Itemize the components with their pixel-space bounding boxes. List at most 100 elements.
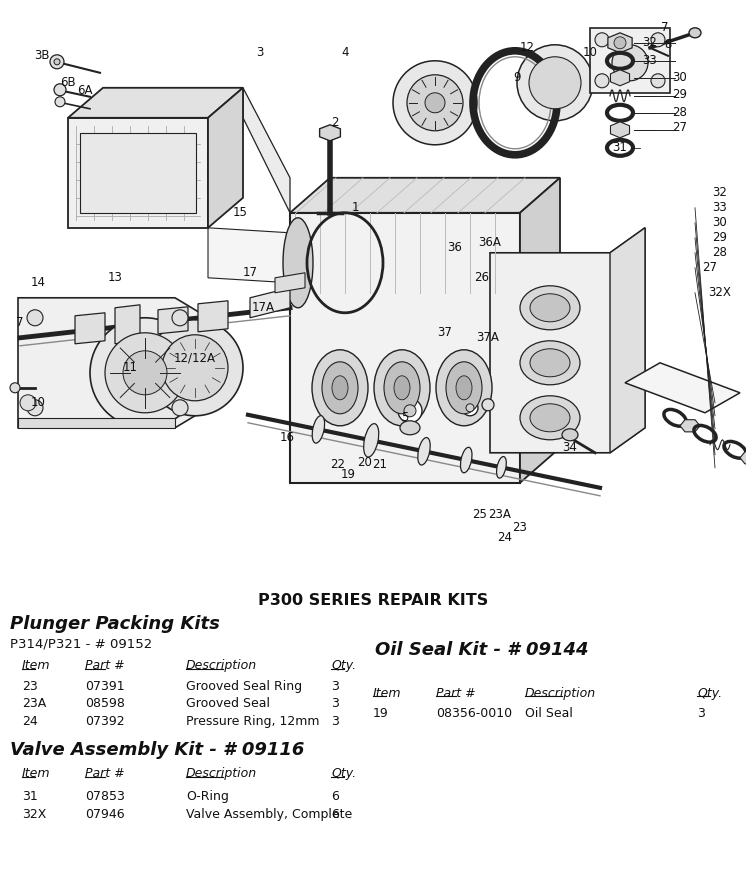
Text: 3B: 3B [34,49,50,62]
Text: 32X: 32X [22,808,46,821]
Text: 10: 10 [583,46,598,59]
Circle shape [20,395,36,411]
Circle shape [462,399,478,416]
Circle shape [162,335,228,401]
Text: 29: 29 [672,88,688,101]
Text: Pressure Ring, 12mm: Pressure Ring, 12mm [186,715,319,728]
Text: 23A: 23A [489,509,512,521]
Text: 24: 24 [498,531,513,545]
Text: 10: 10 [31,396,46,409]
Text: Oil Seal Kit - # 09144: Oil Seal Kit - # 09144 [375,642,589,659]
Text: 20: 20 [357,456,372,469]
Ellipse shape [460,447,472,473]
Ellipse shape [312,350,368,426]
Polygon shape [208,228,290,283]
Text: 31: 31 [612,142,627,155]
Circle shape [651,33,665,47]
Circle shape [612,45,648,80]
Text: 27: 27 [703,261,718,274]
Text: 6: 6 [331,790,339,803]
Polygon shape [290,212,520,482]
Text: 23: 23 [513,521,527,534]
Ellipse shape [689,28,701,38]
Circle shape [529,57,581,108]
Text: Part #: Part # [436,686,476,699]
Circle shape [517,45,593,121]
Text: 17: 17 [242,267,257,280]
Circle shape [172,309,188,326]
Text: Item: Item [22,767,51,780]
Text: 33: 33 [642,54,657,67]
Text: 12/12A: 12/12A [174,351,216,364]
Ellipse shape [312,416,325,443]
Text: 28: 28 [673,107,687,119]
Circle shape [55,97,65,107]
Polygon shape [68,118,208,228]
Text: Valve Assembly, Complete: Valve Assembly, Complete [186,808,352,821]
Text: Qty.: Qty. [697,686,722,699]
Text: 32: 32 [642,37,657,49]
Text: 14: 14 [31,276,46,289]
Text: O-Ring: O-Ring [186,790,229,803]
Text: 07392: 07392 [85,715,125,728]
Polygon shape [158,307,188,334]
Text: 29: 29 [712,232,727,245]
Ellipse shape [530,349,570,377]
Circle shape [466,404,474,412]
Circle shape [398,399,422,423]
Text: 3: 3 [331,715,339,728]
Text: 08598: 08598 [85,697,125,711]
Polygon shape [275,273,305,293]
Circle shape [147,320,243,416]
Polygon shape [520,177,560,482]
Text: 28: 28 [712,246,727,260]
Text: 36A: 36A [479,236,501,249]
Circle shape [27,399,43,416]
Ellipse shape [384,362,420,413]
Text: P300 SERIES REPAIR KITS: P300 SERIES REPAIR KITS [258,593,488,607]
Circle shape [90,318,200,427]
Circle shape [404,405,416,417]
Text: 4: 4 [341,46,348,59]
Circle shape [651,73,665,87]
Text: 7: 7 [661,21,668,34]
Ellipse shape [436,350,492,426]
Circle shape [123,350,167,395]
Polygon shape [115,305,140,343]
Text: 26: 26 [474,271,489,284]
Text: 5: 5 [401,412,409,424]
Text: Grooved Seal: Grooved Seal [186,697,270,711]
Polygon shape [243,87,290,212]
Circle shape [407,75,463,131]
Text: 25: 25 [472,509,487,521]
Text: 6A: 6A [78,84,93,97]
Text: 8: 8 [664,38,671,52]
Text: 22: 22 [330,458,345,471]
Text: 36: 36 [448,241,463,254]
Text: 19: 19 [340,468,356,482]
Ellipse shape [322,362,358,413]
Text: Grooved Seal Ring: Grooved Seal Ring [186,680,302,692]
Polygon shape [250,288,290,318]
Ellipse shape [446,362,482,413]
Polygon shape [319,125,340,141]
Ellipse shape [418,438,430,465]
Text: 16: 16 [280,431,295,444]
Text: 11: 11 [122,361,137,374]
Text: 32X: 32X [709,287,731,299]
Circle shape [425,93,445,113]
Text: Valve Assembly Kit - # 09116: Valve Assembly Kit - # 09116 [10,741,304,759]
Text: 33: 33 [712,201,727,214]
Text: 07391: 07391 [85,680,125,692]
Text: 2: 2 [331,116,339,129]
Text: Part #: Part # [85,659,125,672]
Ellipse shape [283,218,313,308]
Ellipse shape [363,424,379,457]
Polygon shape [18,298,200,427]
Bar [80,133,196,212]
Text: P314/P321 - # 09152: P314/P321 - # 09152 [10,637,152,650]
Ellipse shape [520,341,580,385]
Text: 31: 31 [22,790,38,803]
Ellipse shape [497,456,507,478]
Text: 9: 9 [513,72,521,84]
